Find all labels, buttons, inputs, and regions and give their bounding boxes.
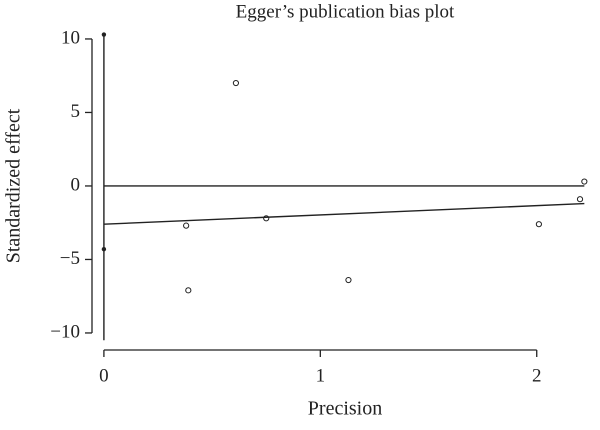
x-tick-label: 1 <box>316 365 326 386</box>
data-point <box>535 221 542 228</box>
data-point <box>345 276 352 284</box>
data-point <box>576 196 584 203</box>
x-tick-label: 2 <box>532 365 542 386</box>
x-tick-label: 0 <box>99 365 109 386</box>
data-point <box>183 222 190 229</box>
y-tick-label: 5 <box>71 101 81 122</box>
y-tick-label: −10 <box>50 321 80 342</box>
ci-marker <box>101 246 107 252</box>
data-point <box>581 178 588 185</box>
x-axis-label: Precision <box>308 398 382 420</box>
ci-marker <box>101 32 107 37</box>
y-axis-label: Standardized effect <box>3 108 25 263</box>
y-tick-label: 10 <box>61 27 80 48</box>
line <box>103 202 585 225</box>
data-point <box>232 79 240 87</box>
data-point <box>185 287 192 294</box>
y-tick-label: −5 <box>60 248 80 269</box>
chart-title: Egger’s publication bias plot <box>236 1 455 22</box>
y-tick-label: 0 <box>71 174 81 195</box>
